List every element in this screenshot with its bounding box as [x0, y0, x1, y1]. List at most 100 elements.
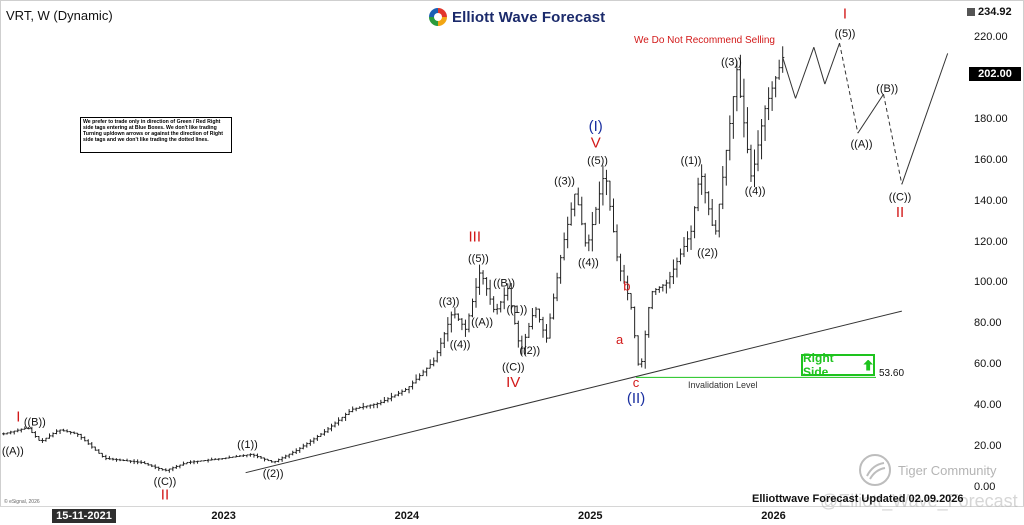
- price-bar: [516, 320, 520, 348]
- wave-label: ((B)): [493, 278, 515, 290]
- price-bar: [213, 458, 217, 461]
- wave-label: ((5)): [468, 253, 489, 265]
- price-bar: [58, 429, 62, 434]
- price-bar: [47, 433, 52, 439]
- brand-logo-icon: [429, 8, 447, 26]
- price-bar: [312, 437, 316, 444]
- price-bar: [252, 453, 256, 458]
- price-bar: [453, 307, 457, 319]
- price-bar: [647, 306, 651, 338]
- price-bar: [372, 403, 376, 409]
- wave-label: ((B)): [24, 417, 46, 429]
- price-bar: [298, 447, 302, 453]
- price-bar: [520, 335, 524, 355]
- price-bar: [393, 394, 397, 398]
- price-bar: [280, 456, 284, 462]
- price-bar: [439, 337, 443, 357]
- price-bar: [700, 164, 704, 195]
- projection-segment: [824, 42, 840, 85]
- price-bar: [139, 460, 143, 465]
- price-bar: [774, 76, 778, 98]
- price-bar: [742, 78, 746, 138]
- projection-segment: [782, 57, 797, 99]
- price-bar: [509, 283, 513, 310]
- price-bar: [2, 432, 6, 436]
- price-bar: [735, 60, 739, 112]
- projection-segment: [901, 53, 949, 185]
- price-bar: [238, 454, 242, 457]
- wave-label: ((5)): [587, 155, 608, 167]
- price-bar: [305, 442, 309, 448]
- price-bar: [537, 308, 542, 323]
- trading-note: We prefer to trade only in direction of …: [80, 117, 232, 153]
- wave-label: II: [896, 204, 904, 221]
- price-bar: [379, 399, 383, 406]
- price-bar: [449, 311, 453, 333]
- price-bar: [54, 429, 59, 435]
- price-bar: [266, 458, 270, 462]
- price-bar: [273, 460, 277, 464]
- price-bar: [83, 436, 87, 442]
- wave-label: c: [633, 375, 640, 390]
- price-bar: [224, 457, 228, 460]
- price-bar: [23, 426, 27, 430]
- price-tick-label: 40.00: [974, 399, 1002, 412]
- price-tick-label: 0.00: [974, 481, 996, 493]
- scale-icon[interactable]: [967, 8, 975, 16]
- price-bar: [104, 454, 108, 461]
- wave-label: ((1)): [681, 155, 702, 167]
- price-bar: [534, 306, 538, 318]
- price-bar: [368, 404, 372, 409]
- price-bar: [234, 454, 238, 458]
- right-side-label: Right Side: [803, 351, 834, 379]
- price-bar: [396, 390, 401, 397]
- price-bar: [19, 428, 23, 433]
- price-bar: [625, 275, 630, 301]
- data-source-credit: © eSignal, 2026: [4, 499, 40, 505]
- price-bar: [618, 253, 623, 282]
- price-bar: [333, 421, 337, 428]
- price-bar: [671, 259, 676, 285]
- wave-label: ((4)): [745, 186, 766, 198]
- price-bar: [100, 452, 104, 458]
- price-bar: [347, 409, 351, 416]
- wave-label: ((C)): [889, 192, 912, 204]
- wave-labels-layer: I ((B))((A))((C))II((1))((2))((3))((4))((…: [2, 6, 911, 504]
- price-bar: [703, 173, 707, 204]
- price-bar: [467, 313, 471, 333]
- price-axis-top: 234.92: [966, 5, 1024, 19]
- price-bar: [287, 453, 291, 459]
- price-bar: [601, 165, 605, 206]
- price-bar: [9, 430, 13, 435]
- price-bar: [661, 284, 665, 292]
- price-bar: [72, 431, 76, 435]
- price-bar: [425, 367, 429, 377]
- watermark-text: Tiger Community: [898, 462, 997, 478]
- price-bar: [530, 308, 535, 330]
- time-tick-label: 2023: [211, 510, 236, 522]
- wave-label: ((2)): [697, 247, 718, 259]
- price-bar: [562, 232, 566, 261]
- price-bar: [551, 293, 556, 320]
- time-axis[interactable]: 2023 2024 2025 2026: [0, 506, 1024, 525]
- price-bar: [160, 468, 164, 471]
- price-bar: [277, 458, 281, 463]
- price-bar: [650, 290, 654, 310]
- watermark-handle: @Elliott_Wave_Forecast: [820, 491, 1018, 511]
- projection-segment: [883, 94, 903, 185]
- price-bar: [555, 272, 559, 302]
- price-bar: [181, 461, 186, 466]
- price-bar: [738, 54, 742, 98]
- price-bar: [199, 460, 203, 462]
- price-bar: [749, 144, 753, 182]
- price-bar: [587, 234, 591, 252]
- price-bar: [724, 149, 728, 186]
- wave-label: ((5)): [835, 28, 856, 40]
- right-side-tag: Right Side: [801, 351, 875, 379]
- price-bar: [460, 318, 464, 331]
- price-bar: [432, 357, 436, 367]
- price-bar: [770, 81, 774, 111]
- price-bar: [566, 216, 570, 249]
- wave-label: ((3)): [439, 296, 460, 308]
